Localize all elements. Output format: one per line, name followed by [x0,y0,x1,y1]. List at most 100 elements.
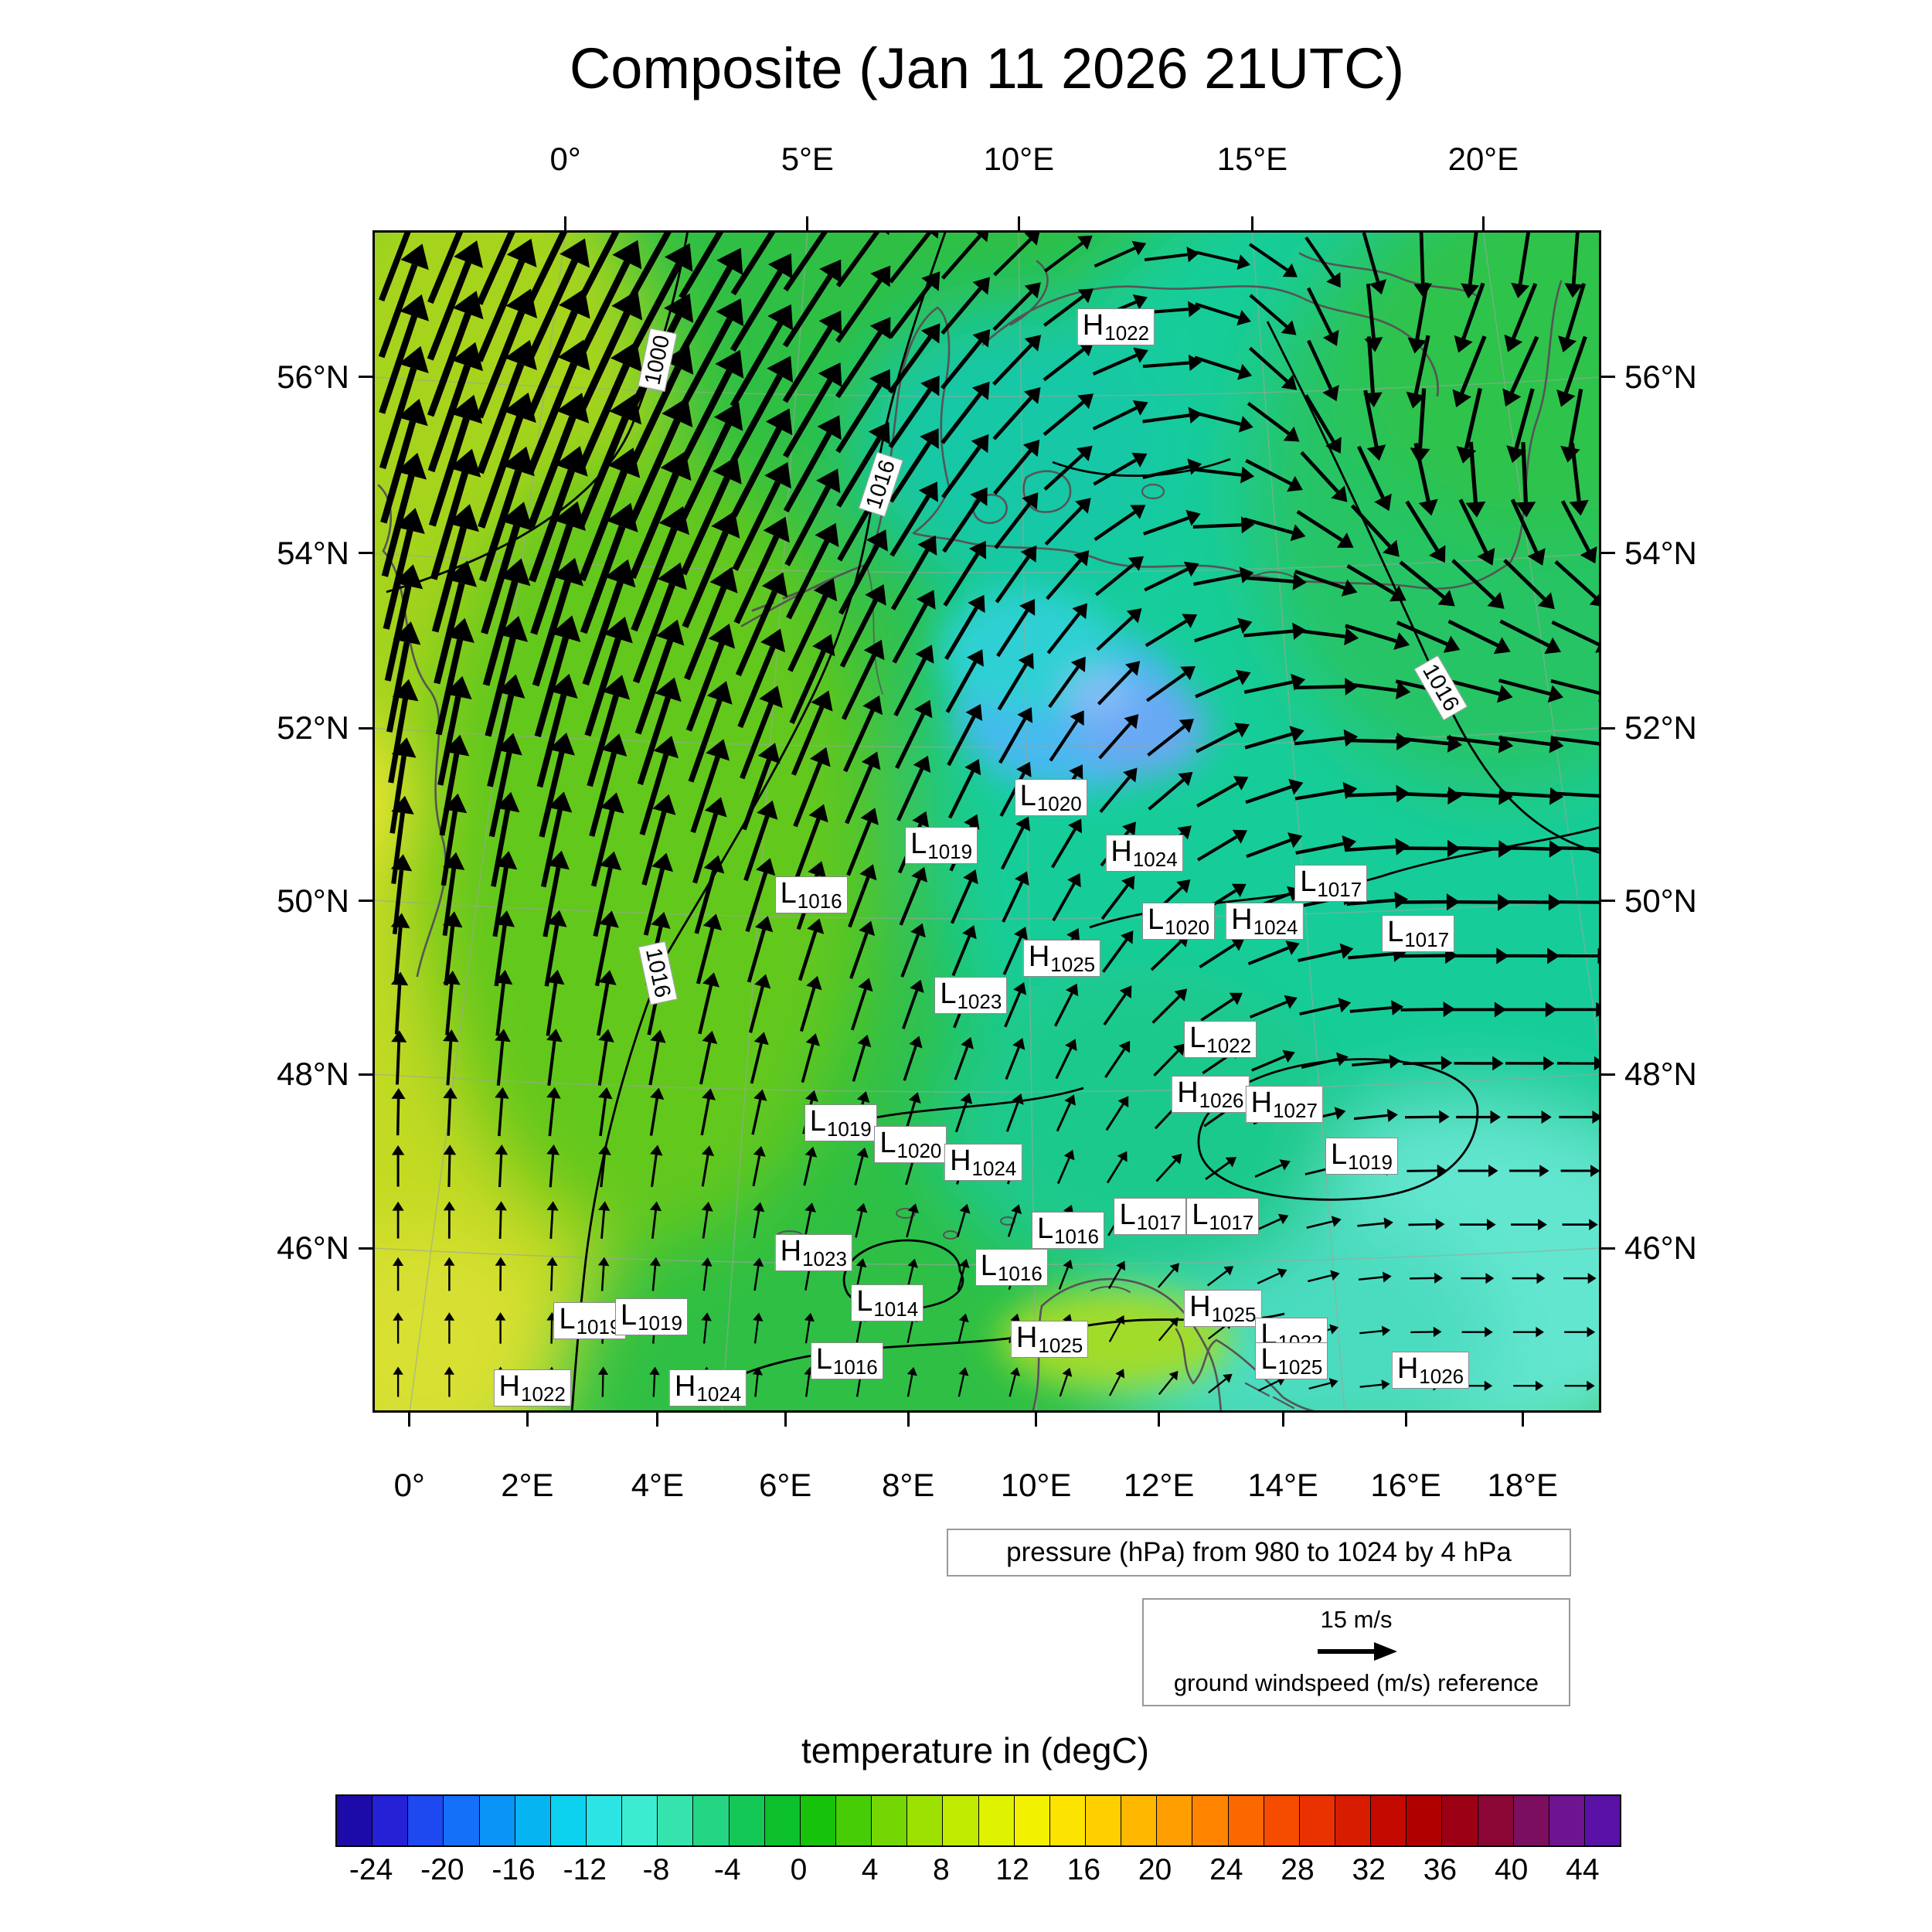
wind-arrow [1248,346,1298,390]
wind-arrow [1251,1049,1295,1072]
pressure-center-letter: L [940,977,957,1010]
wind-arrow [889,481,938,557]
axis-tick-label-bottom: 14°E [1247,1467,1318,1503]
wind-arrow [799,975,822,1032]
wind-arrow [1345,624,1410,650]
wind-arrow [745,858,776,933]
wind-arrow [1205,1157,1236,1181]
axis-tick [1250,216,1253,230]
wind-arrow [1512,1326,1544,1338]
colorbar-segment [479,1796,515,1845]
wind-arrow [1352,1054,1401,1069]
wind-arrow [735,572,788,677]
wind-arrow [1096,608,1142,651]
pressure-center-value: 1024 [696,1382,742,1406]
wind-arrow [690,739,730,834]
wind-arrow [627,230,673,302]
pressure-center-letter: L [1330,1138,1348,1171]
wind-arrow [639,736,679,835]
wind-arrow [1005,1094,1024,1132]
wind-arrow [951,925,977,977]
pressure-center-value: 1026 [1199,1089,1244,1113]
colorbar-segment [1014,1796,1050,1845]
pressure-center-value: 1014 [873,1297,919,1321]
wind-arrow [1249,995,1298,1019]
wind-arrow [1247,940,1300,966]
wind-arrow [835,317,891,399]
wind-arrow [1447,679,1513,703]
wind-arrow [1142,458,1202,479]
wind-arrow [1208,1373,1233,1394]
wind-arrow [481,502,533,634]
wind-arrow [940,277,990,335]
wind-arrow [492,851,518,937]
colorbar-tick-label: -8 [642,1853,670,1886]
pressure-center-letter: H [1231,903,1253,936]
wind-arrow [1002,871,1029,923]
pressure-center-letter: L [1189,1021,1206,1054]
pressure-center-value: 1020 [1036,792,1082,816]
wind-arrow [1157,1263,1179,1288]
wind-arrow [594,910,619,987]
wind-arrow [444,1366,454,1397]
wind-arrow [534,615,581,738]
pressure-center-letter: L [809,1105,826,1138]
wind-arrow [393,1312,403,1344]
wind-arrow [649,1366,660,1397]
colorbar-segment [800,1796,836,1845]
wind-arrow [748,974,771,1033]
wind-arrow [845,751,881,825]
wind-arrow [1092,400,1148,430]
wind-arrow [1461,1326,1493,1338]
wind-arrow [835,369,891,454]
colorbar-tick-label: 24 [1209,1853,1243,1886]
axis-tick-label-bottom: 8°E [882,1467,935,1503]
pressure-center-value: 1019 [826,1117,872,1141]
pressure-center-value: 1025 [1211,1303,1257,1327]
colorbar-segment [1549,1796,1585,1845]
pressure-center-label-L1014: L 1014 [851,1284,924,1321]
axis-tick [1158,1413,1161,1427]
wind-arrow [589,733,628,837]
pressure-center-letter: L [980,1249,997,1282]
colorbar-segment [550,1796,587,1845]
wind-arrow [478,392,536,529]
wind-arrow [747,916,774,983]
wind-arrow [540,791,573,888]
colorbar-segment [907,1796,944,1845]
wind-arrow [487,674,526,787]
wind-arrow [443,1201,456,1239]
pressure-center-letter: L [815,1342,832,1376]
wind-arrow [578,447,641,582]
wind-arrow [733,516,790,624]
wind-arrow [992,335,1042,386]
wind-arrow [945,649,984,713]
wind-arrow [1046,550,1090,600]
wind-arrow [546,1144,560,1188]
pressure-center-value: 1016 [1054,1225,1099,1249]
pressure-center-value: 1016 [832,1355,878,1379]
wind-arrow [701,1257,713,1291]
wind-arrow [1046,603,1087,655]
wind-arrow [1143,509,1201,536]
wind-arrow [1244,726,1304,750]
colorbar-tick-label: 20 [1138,1853,1172,1886]
pressure-center-letter: H [780,1235,802,1268]
colorbar-segment [693,1796,730,1845]
wind-arrow [1151,988,1188,1024]
wind-arrow [1404,1110,1450,1124]
wind-arrow [1399,560,1455,607]
wind-arrow [892,590,936,664]
colorbar-tick-label: 16 [1066,1853,1101,1886]
wind-arrow [998,707,1033,764]
pressure-center-letter: H [674,1369,696,1403]
wind-arrow [1344,681,1411,699]
wind-arrow [1461,230,1480,299]
wind-reference-caption: ground windspeed (m/s) reference [1173,1669,1539,1696]
pressure-center-label-H1024: H 1024 [1105,835,1183,872]
wind-arrow [753,1202,765,1239]
pressure-center-label-L1016: L 1016 [975,1248,1048,1286]
colorbar-segment [1513,1796,1549,1845]
wind-arrow [1396,786,1462,805]
wind-arrow [1094,505,1146,542]
